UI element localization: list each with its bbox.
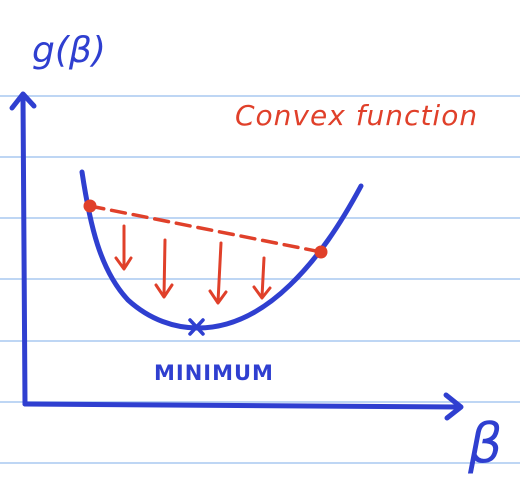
down-arrow-icon bbox=[252, 256, 272, 300]
down-arrow-icon bbox=[154, 238, 174, 299]
chord-endpoint-left bbox=[83, 199, 97, 213]
x-axis-label: β bbox=[467, 412, 502, 475]
x-axis-line bbox=[22, 401, 461, 410]
y-axis-label: g(β) bbox=[32, 30, 106, 71]
minimum-label: MINIMUM bbox=[154, 361, 274, 385]
down-arrow-icon bbox=[114, 224, 133, 271]
minimum-marker-icon bbox=[188, 318, 205, 336]
down-arrow-icon bbox=[208, 241, 228, 305]
down-arrows bbox=[114, 224, 272, 305]
axes bbox=[9, 91, 464, 421]
chord-endpoint-right bbox=[314, 245, 328, 259]
diagram-title: Convex function bbox=[235, 99, 478, 132]
y-axis-arrowhead bbox=[9, 91, 37, 111]
dashed-chord bbox=[88, 204, 323, 254]
x-axis-arrowhead bbox=[443, 392, 464, 421]
y-axis-line bbox=[20, 95, 28, 407]
